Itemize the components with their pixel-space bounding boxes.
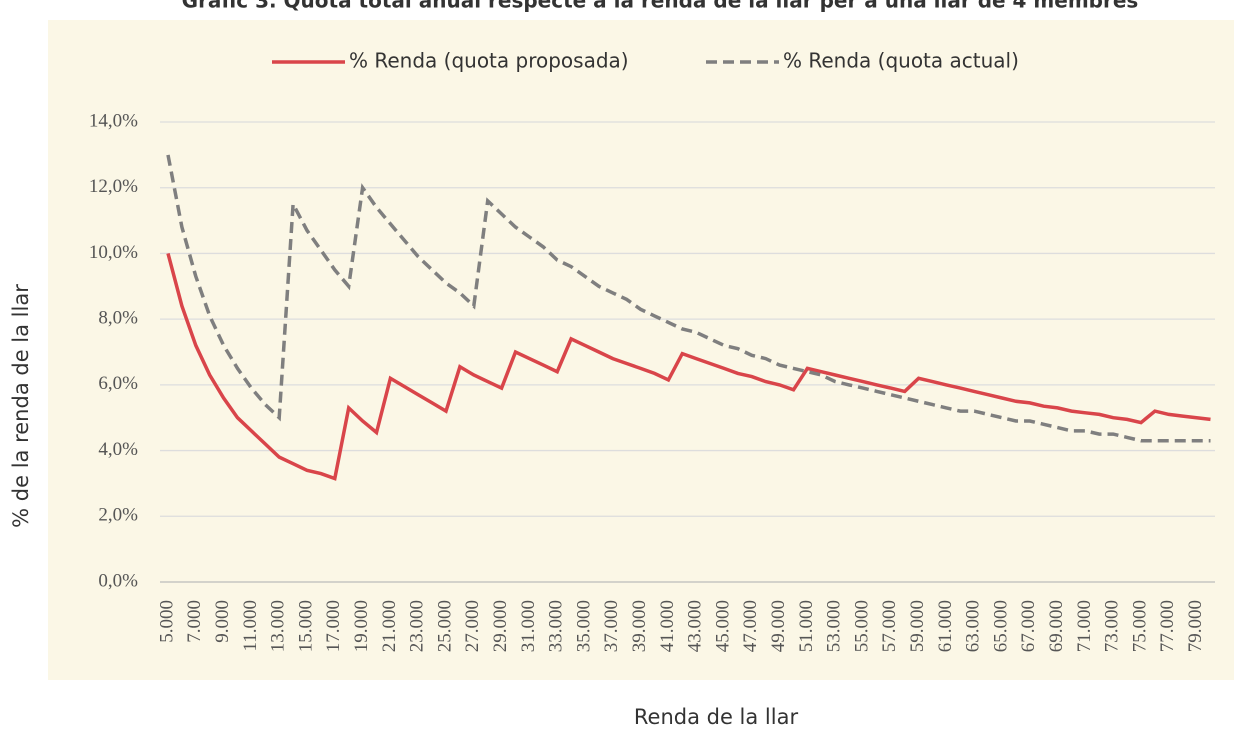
x-tick-label: 25.000 [434, 600, 455, 652]
data-line [166, 252, 1211, 481]
x-tick-label: 27.000 [462, 600, 483, 652]
x-tick-label: 61.000 [935, 600, 956, 652]
y-tick-label: 6,0% [98, 373, 138, 394]
x-tick-label: 69.000 [1046, 600, 1067, 652]
x-tick-label: 67.000 [1018, 600, 1039, 652]
x-tick-label: 49.000 [768, 600, 789, 652]
x-tick-label: 13.000 [268, 600, 289, 652]
x-tick-label: 75.000 [1129, 600, 1150, 652]
x-tick-label: 41.000 [657, 600, 678, 652]
x-tick-label: 43.000 [685, 600, 706, 652]
x-tick-label: 21.000 [379, 600, 400, 652]
x-tick-label: 57.000 [879, 600, 900, 652]
x-tick-label: 47.000 [740, 600, 761, 652]
y-tick-label: 2,0% [98, 505, 138, 526]
x-tick-label: 73.000 [1102, 600, 1123, 652]
x-tick-label: 17.000 [323, 600, 344, 652]
x-tick-label: 11.000 [240, 600, 261, 652]
y-tick-label: 12,0% [89, 176, 138, 197]
x-tick-label: 53.000 [824, 600, 845, 652]
x-tick-label: 65.000 [990, 600, 1011, 652]
x-tick-label: 7.000 [184, 600, 205, 643]
x-tick-label: 71.000 [1074, 600, 1095, 652]
x-tick-label: 37.000 [601, 600, 622, 652]
x-tick-label: 23.000 [407, 600, 428, 652]
x-tick-label: 51.000 [796, 600, 817, 652]
plot-background [48, 20, 1234, 680]
x-tick-label: 29.000 [490, 600, 511, 652]
y-tick-label: 10,0% [89, 242, 138, 263]
x-tick-label: 77.000 [1157, 600, 1178, 652]
x-tick-label: 59.000 [907, 600, 928, 652]
x-tick-label: 55.000 [851, 600, 872, 652]
y-axis-label: % de la renda de la llar [9, 284, 33, 528]
x-axis-label: Renda de la llar [634, 705, 799, 729]
x-tick-label: 19.000 [351, 600, 372, 652]
x-tick-label: 45.000 [712, 600, 733, 652]
y-tick-label: 4,0% [98, 439, 138, 460]
legend-label: % Renda (quota actual) [783, 49, 1019, 73]
x-tick-label: 33.000 [546, 600, 567, 652]
x-tick-label: 5.000 [156, 600, 177, 643]
x-tick-label: 39.000 [629, 600, 650, 652]
y-tick-label: 8,0% [98, 308, 138, 329]
chart-title: Gràfic 3. Quota total anual respecte a l… [182, 0, 1139, 13]
x-tick-label: 15.000 [295, 600, 316, 652]
y-tick-label: 0,0% [98, 570, 138, 591]
x-tick-label: 79.000 [1185, 600, 1206, 652]
x-tick-label: 9.000 [212, 600, 233, 643]
x-tick-label: 31.000 [518, 600, 539, 652]
x-tick-label: 63.000 [963, 600, 984, 652]
x-tick-label: 35.000 [573, 600, 594, 652]
legend-label: % Renda (quota proposada) [349, 49, 629, 73]
data-line [166, 154, 1211, 443]
y-tick-label: 14,0% [89, 110, 138, 131]
